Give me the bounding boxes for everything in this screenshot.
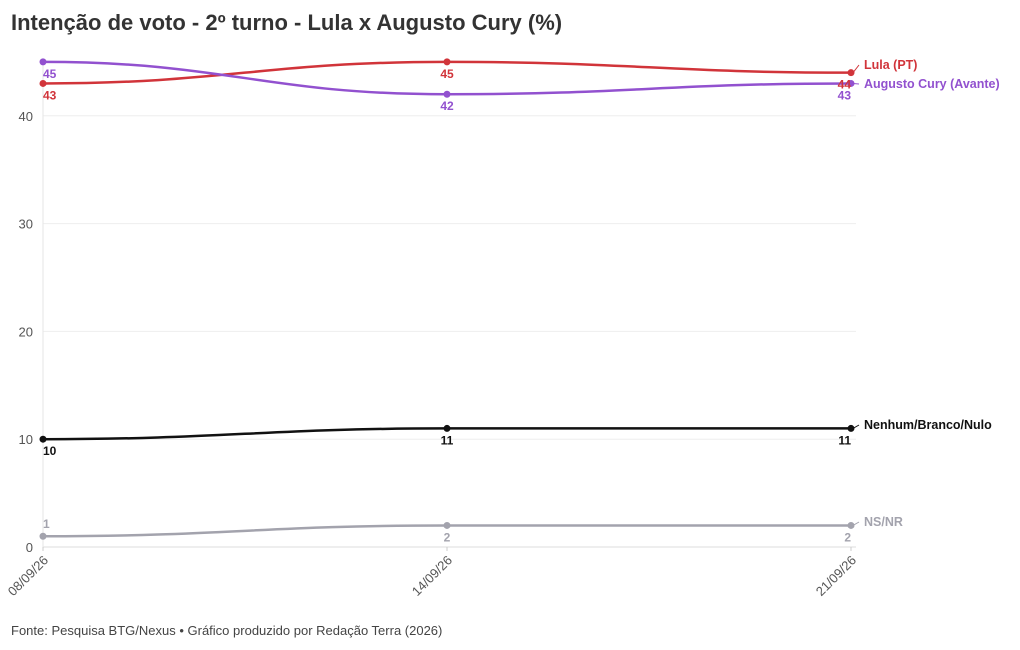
series-label-connector bbox=[852, 424, 860, 429]
data-label-augusto-cury-avante: 42 bbox=[440, 99, 454, 113]
data-label-nenhum-branco-nulo: 11 bbox=[441, 433, 454, 447]
grid-lines bbox=[42, 61, 856, 548]
series-label-connector bbox=[852, 521, 860, 526]
data-point-lula-pt bbox=[847, 69, 855, 77]
x-tick-label: 21/09/26 bbox=[813, 553, 859, 599]
chart-source: Fonte: Pesquisa BTG/Nexus • Gráfico prod… bbox=[11, 623, 443, 638]
x-tick-label: 14/09/26 bbox=[409, 553, 455, 599]
series-label-nenhum-branco-nulo: Nenhum/Branco/Nulo bbox=[864, 418, 992, 432]
y-tick-label: 20 bbox=[19, 324, 33, 339]
data-point-ns-nr bbox=[847, 521, 855, 529]
chart-title: Intenção de voto - 2º turno - Lula x Aug… bbox=[11, 10, 563, 35]
data-label-lula-pt: 45 bbox=[440, 67, 454, 81]
series-label-augusto-cury-avante: Augusto Cury (Avante) bbox=[864, 77, 1000, 91]
data-label-lula-pt: 44 bbox=[838, 78, 852, 92]
data-label-augusto-cury-avante: 43 bbox=[838, 88, 852, 102]
data-label-ns-nr: 2 bbox=[844, 530, 851, 544]
data-label-nenhum-branco-nulo: 10 bbox=[43, 444, 57, 458]
data-label-lula-pt: 43 bbox=[43, 88, 57, 102]
series-label-connector bbox=[852, 64, 860, 73]
series-lines bbox=[39, 58, 855, 540]
y-tick-label: 30 bbox=[19, 217, 33, 232]
series-label-ns-nr: NS/NR bbox=[864, 515, 903, 529]
data-point-nenhum-branco-nulo bbox=[847, 424, 855, 432]
series-label-lula-pt: Lula (PT) bbox=[864, 58, 917, 72]
data-point-ns-nr bbox=[39, 532, 47, 540]
y-tick-label: 40 bbox=[19, 109, 33, 124]
data-point-lula-pt bbox=[39, 79, 47, 87]
data-point-nenhum-branco-nulo bbox=[39, 435, 47, 443]
data-point-augusto-cury-avante bbox=[443, 90, 451, 98]
data-point-ns-nr bbox=[443, 521, 451, 529]
data-label-nenhum-branco-nulo: 11 bbox=[838, 433, 851, 447]
data-point-augusto-cury-avante bbox=[847, 79, 855, 87]
y-tick-label: 10 bbox=[19, 432, 33, 447]
data-point-lula-pt bbox=[443, 58, 451, 66]
data-point-nenhum-branco-nulo bbox=[443, 424, 451, 432]
data-label-ns-nr: 1 bbox=[43, 517, 50, 531]
series-label-connector bbox=[852, 82, 860, 85]
data-point-augusto-cury-avante bbox=[39, 58, 47, 66]
data-label-augusto-cury-avante: 45 bbox=[43, 67, 57, 81]
x-tick-label: 08/09/26 bbox=[5, 553, 51, 599]
data-label-ns-nr: 2 bbox=[444, 530, 451, 544]
y-tick-label: 0 bbox=[26, 540, 33, 555]
data-labels: 43 45 44 Lula (PT) 45 42 43 Augusto Cury (Avant… bbox=[43, 58, 1000, 544]
